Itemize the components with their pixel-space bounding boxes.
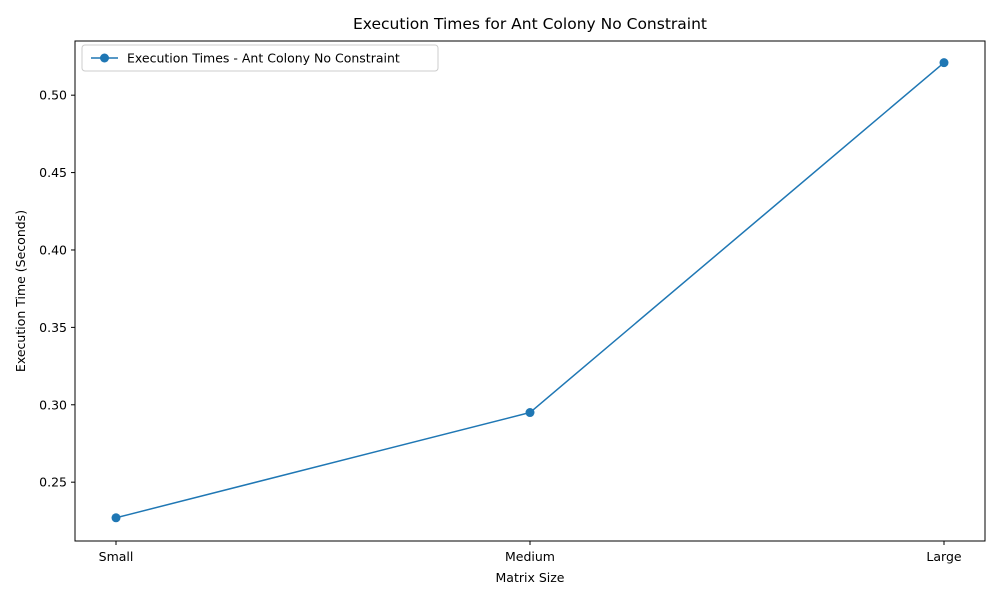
chart-title: Execution Times for Ant Colony No Constr… <box>353 15 707 33</box>
series-group <box>111 58 949 523</box>
axes-frame <box>74 40 986 542</box>
y-axis-label: Execution Time (Seconds) <box>13 210 28 372</box>
data-point <box>939 58 949 68</box>
legend: Execution Times - Ant Colony No Constrai… <box>81 44 439 72</box>
y-tick-label: 0.25 <box>39 475 67 490</box>
legend-box <box>81 44 439 72</box>
y-axis-ticks: 0.25 0.30 0.35 0.40 0.45 0.50 <box>39 88 75 490</box>
x-tick-label: Small <box>99 549 134 564</box>
x-axis-ticks: Small Medium Large <box>99 541 962 564</box>
legend-marker-swatch <box>100 53 109 63</box>
y-tick-label: 0.35 <box>39 320 67 335</box>
x-tick-label: Medium <box>505 549 555 564</box>
y-tick-label: 0.40 <box>39 242 67 257</box>
data-point <box>111 513 121 523</box>
data-point <box>525 408 535 418</box>
x-axis-label: Matrix Size <box>496 570 565 585</box>
y-tick-label: 0.50 <box>39 88 67 103</box>
y-tick-label: 0.45 <box>39 165 67 180</box>
legend-series-label: Execution Times - Ant Colony No Constrai… <box>127 51 400 66</box>
y-tick-label: 0.30 <box>39 397 67 412</box>
x-tick-label: Large <box>926 549 961 564</box>
